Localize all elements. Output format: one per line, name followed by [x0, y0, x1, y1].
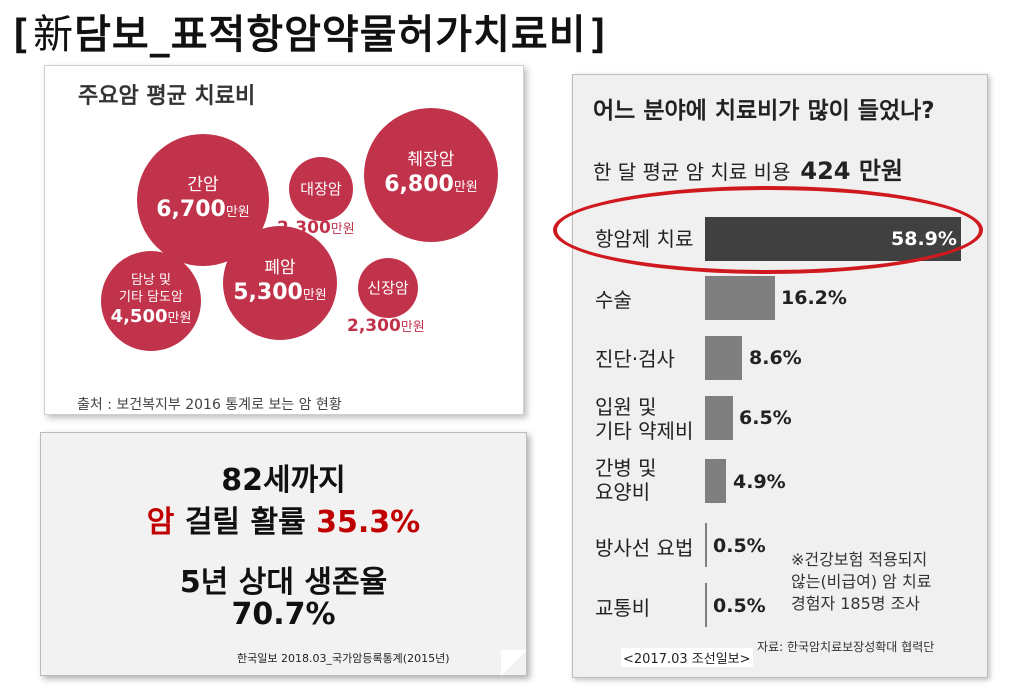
bubble-value-liver: 6,700만원 [156, 196, 250, 222]
monthly-cost-value: 424 만원 [800, 157, 904, 185]
stat-card-source: 한국일보 2018.03_국가암등록통계(2015년) [237, 652, 450, 665]
bubble-label-lung: 폐암 [264, 257, 296, 278]
bubble-label-liver: 간암 [187, 174, 219, 195]
bar-diagnosis [705, 336, 742, 380]
title-close-bracket: ] [586, 12, 612, 58]
bar-value-nursing: 4.9% [733, 471, 786, 493]
stat-survival-label: 5년 상대 생존율 [179, 565, 388, 600]
survey-note: ※건강보험 적용되지 않는(비급여) 암 치료 경험자 185명 조사 [791, 549, 931, 615]
bubble-chart-title: 주요암 평균 치료비 [78, 84, 256, 109]
title-text: 담보_표적항암약물허가치료비 [74, 12, 587, 58]
stat-cancer-word: 암 [146, 505, 175, 540]
bubble-value-pancreatic: 6,800만원 [384, 171, 478, 197]
survey-note-line2: 않는(비급여) 암 치료 [791, 572, 932, 591]
newspaper-caption: <2017.03 조선일보> [621, 648, 753, 667]
bubble-label-colorectal: 대장암 [300, 180, 342, 198]
bubble-value-gallbladder: 4,500만원 [110, 306, 192, 327]
survey-note-line1: ※건강보험 적용되지 [791, 550, 928, 569]
bubble-label-gallbladder: 담낭 및 기타 담도암 [119, 273, 183, 305]
bubble-kidney-cancer: 신장암 [358, 258, 418, 318]
cost-breakdown-panel: 어느 분야에 치료비가 많이 들었나? 한 달 평균 암 치료 비용 424 만원… [572, 74, 988, 678]
stat-incidence-line: 암 걸릴 활률 35.3% [41, 497, 526, 541]
bar-chart-title: 어느 분야에 치료비가 많이 들었나? [593, 98, 935, 124]
bar-nursing [705, 459, 726, 503]
bubble-colorectal-cancer: 대장암 [289, 157, 353, 221]
bubble-liver-cancer: 간암 6,700만원 [137, 134, 269, 266]
bar-label-diagnosis: 진단·검사 [595, 347, 675, 371]
bar-label-transport: 교통비 [595, 596, 651, 620]
bar-value-diagnosis: 8.6% [749, 347, 802, 369]
bubble-label-pancreatic: 췌장암 [407, 149, 455, 170]
bar-label-nursing: 간병 및 요양비 [595, 456, 657, 504]
bar-value-radiation: 0.5% [713, 535, 766, 557]
bar-hospitalization [705, 396, 733, 440]
highlight-ellipse [553, 186, 983, 274]
title-open-bracket: [ [8, 12, 34, 58]
bar-label-radiation: 방사선 요법 [595, 536, 694, 560]
bar-label-surgery: 수술 [595, 288, 632, 312]
treatment-cost-panel: 주요암 평균 치료비 간암 6,700만원 대장암 2,300만원 췌장암 6,… [44, 65, 524, 415]
bar-value-surgery: 16.2% [781, 287, 847, 309]
page-title: [新담보_표적항암약물허가치료비] [8, 2, 612, 60]
bubble-lung-cancer: 폐암 5,300만원 [223, 226, 337, 340]
bar-transport [705, 583, 707, 627]
stat-age-line: 82세까지 [221, 463, 346, 498]
stat-incidence-value: 35.3% [316, 505, 421, 540]
bar-label-hospitalization: 입원 및 기타 약제비 [595, 395, 694, 443]
survey-note-line3: 경험자 185명 조사 [791, 594, 921, 613]
bubble-chart-source: 출처 : 보건복지부 2016 통계로 보는 암 현황 [77, 397, 342, 413]
bar-value-transport: 0.5% [713, 595, 766, 617]
bubble-value-lung: 5,300만원 [233, 279, 327, 305]
bar-radiation [705, 523, 707, 567]
monthly-cost-line: 한 달 평균 암 치료 비용 424 만원 [593, 151, 903, 186]
bubble-label-kidney: 신장암 [367, 279, 409, 297]
page-curl-decoration [501, 650, 527, 676]
bar-value-hospitalization: 6.5% [739, 407, 792, 429]
monthly-cost-label: 한 달 평균 암 치료 비용 [593, 160, 791, 184]
bar-chart-source: 자료: 한국암치료보장성확대 협력단 [757, 640, 935, 654]
cancer-statistics-card: 82세까지 암 걸릴 활률 35.3% 5년 상대 생존율 70.7% 한국일보… [40, 432, 527, 676]
bar-surgery [705, 276, 775, 320]
stat-incidence-label: 걸릴 활률 [174, 505, 317, 540]
title-hanja: 新 [33, 12, 75, 58]
bubble-gallbladder-cancer: 담낭 및 기타 담도암 4,500만원 [101, 251, 201, 351]
bubble-pancreatic-cancer: 췌장암 6,800만원 [364, 108, 498, 242]
stat-survival-value: 70.7% [231, 597, 336, 632]
bubble-value-kidney: 2,300만원 [347, 316, 425, 336]
